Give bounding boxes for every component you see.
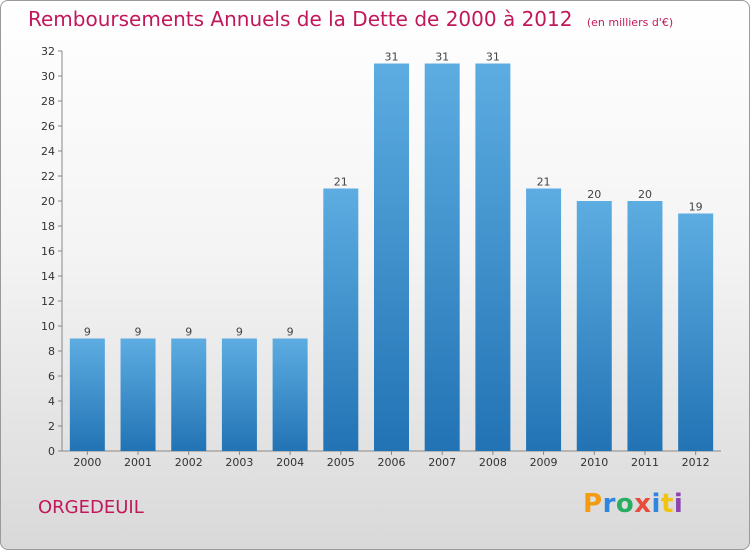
y-tick-label: 0 [48,445,55,458]
x-tick-label-2004: 2004 [276,456,304,469]
y-tick-label: 12 [41,295,55,308]
value-label-2012: 19 [689,201,703,214]
y-tick-label: 8 [48,345,55,358]
bar-2003 [221,338,257,451]
x-tick-label-2005: 2005 [327,456,355,469]
y-tick-label: 6 [48,370,55,383]
logo-letter: i [673,489,684,519]
x-tick-label-2009: 2009 [530,456,558,469]
bar-2000 [69,338,105,451]
logo-letter: t [660,489,674,519]
title-text: Remboursements Annuels de la Dette de 20… [28,7,573,31]
y-tick-label: 22 [41,170,55,183]
bar-2009 [526,188,562,451]
value-label-2011: 20 [638,188,652,201]
value-label-2010: 20 [587,188,601,201]
y-tick-label: 14 [41,270,55,283]
y-tick-label: 2 [48,420,55,433]
x-tick-label-2006: 2006 [378,456,406,469]
bar-2010 [576,201,612,451]
value-label-2006: 31 [385,51,399,64]
y-tick-label: 4 [48,395,55,408]
value-label-2008: 31 [486,51,500,64]
logo-letter: x [634,489,652,519]
y-tick-label: 32 [41,45,55,58]
value-label-2007: 31 [435,51,449,64]
x-tick-label-2007: 2007 [428,456,456,469]
value-label-2009: 21 [537,176,551,189]
x-tick-label-2012: 2012 [682,456,710,469]
value-label-2003: 9 [236,326,243,339]
logo-letter: P [583,489,603,519]
x-tick-label-2003: 2003 [225,456,253,469]
x-tick-label-2008: 2008 [479,456,507,469]
y-tick-label: 28 [41,95,55,108]
chart-bars: 9 9 9 9 9 21 31 31 31 21 20 20 19 [69,51,714,451]
proxiti-logo[interactable]: Proxiti [583,489,683,519]
value-label-2001: 9 [135,326,142,339]
y-tick-label: 30 [41,70,55,83]
y-tick-label: 18 [41,220,55,233]
bar-2004 [272,338,308,451]
y-tick-label: 10 [41,320,55,333]
y-tick-label: 24 [41,145,55,158]
bar-2012 [678,213,714,451]
bar-2006 [374,63,409,451]
chart-title: Remboursements Annuels de la Dette de 20… [28,7,673,31]
value-label-2000: 9 [84,326,91,339]
x-tick-label-2011: 2011 [631,456,659,469]
bar-2007 [424,63,460,451]
y-tick-label: 26 [41,120,55,133]
bar-2002 [171,338,207,451]
chart-subtitle: (en milliers d'€) [586,16,674,29]
y-tick-label: 16 [41,245,55,258]
commune-name: ORGEDEUIL [38,497,144,518]
value-label-2005: 21 [334,176,348,189]
logo-letter: i [651,489,661,519]
x-tick-label-2010: 2010 [580,456,608,469]
bar-2011 [627,201,663,451]
bar-2001 [120,338,156,451]
x-tick-label-2000: 2000 [73,456,101,469]
logo-letter: o [615,489,635,519]
bar-2008 [475,63,511,451]
bar-2005 [323,188,359,451]
x-tick-label-2001: 2001 [124,456,152,469]
value-label-2002: 9 [185,326,192,339]
y-tick-label: 20 [41,195,55,208]
x-tick-label-2002: 2002 [175,456,203,469]
logo-letter: r [602,489,616,519]
value-label-2004: 9 [287,326,294,339]
